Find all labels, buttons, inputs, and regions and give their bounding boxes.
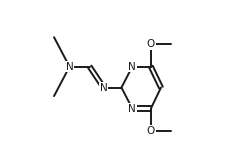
Text: N: N [128, 62, 136, 72]
Text: O: O [147, 126, 155, 136]
Text: O: O [147, 39, 155, 49]
Text: N: N [66, 62, 73, 72]
Text: N: N [128, 104, 136, 113]
Text: N: N [100, 83, 108, 93]
